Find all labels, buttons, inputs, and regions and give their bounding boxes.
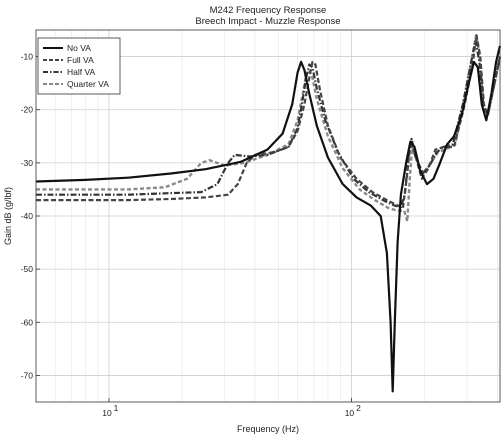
legend-label-full-va: Full VA [67,55,94,65]
series-line-no-va [35,45,501,393]
grid-layer [36,30,500,402]
chart-subtitle: Breech Impact - Muzzle Response [195,16,340,27]
legend-label-no-va: No VA [67,43,91,53]
x-tick-label: 10 [102,408,112,418]
y-tick-label: -30 [21,158,34,168]
x-tick-label-exponent: 1 [114,403,119,413]
y-tick-label: -20 [21,105,34,115]
x-tick-label: 10 [345,408,355,418]
y-tick-label: -70 [21,370,34,380]
y-tick-label: -50 [21,264,34,274]
legend-label-quarter-va: Quarter VA [67,79,109,89]
series-line-full-va [36,34,501,210]
legend: No VA Full VA Half VA Quarter VA [37,37,121,95]
series-layer [35,34,501,393]
x-axis-label: Frequency (Hz) [237,424,299,434]
legend-label-half-va: Half VA [67,67,96,77]
y-tick-label: -10 [21,52,34,62]
y-tick-label: -40 [21,211,34,221]
series-line-quarter-va [36,34,501,223]
y-axis-label: Gain dB (g/lbf) [3,187,13,245]
y-tick-label: -60 [21,317,34,327]
x-tick-label-exponent: 2 [356,403,361,413]
series-line-half-va [36,39,501,209]
tick-layer: 10 1 10 2-70-60-50-40-30-20-10 [21,52,361,418]
chart-title: M242 Frequency Response [210,5,327,16]
